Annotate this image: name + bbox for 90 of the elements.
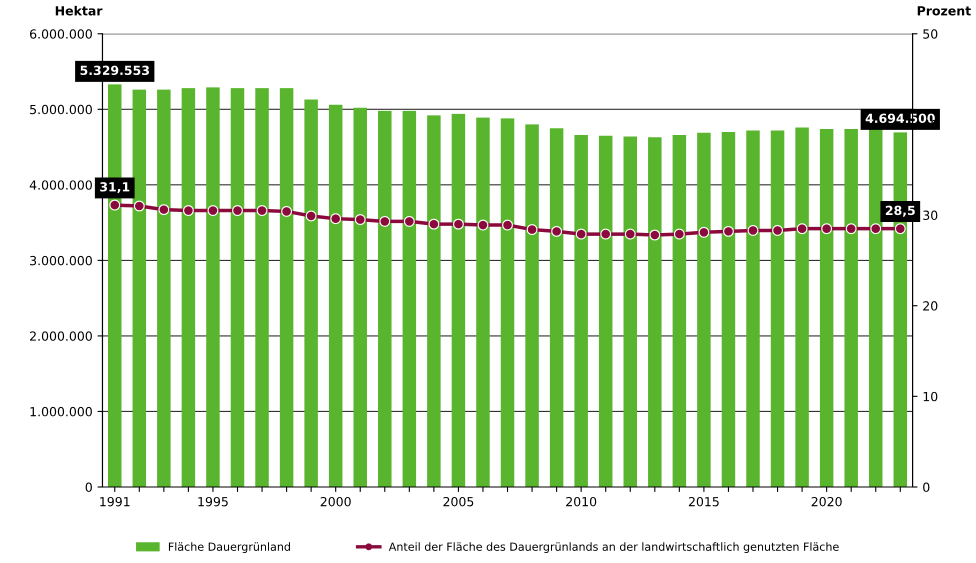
point (428, 218, 440, 230)
y2-tick-label: 50 (923, 29, 938, 39)
bar (820, 128, 834, 487)
point (870, 223, 882, 234)
bar (206, 87, 220, 487)
bar (770, 130, 784, 487)
point (208, 205, 218, 216)
data-label: 31,1 (100, 182, 130, 194)
bar (500, 118, 514, 487)
point (453, 218, 464, 230)
point (698, 226, 710, 238)
bar (795, 127, 809, 487)
point (478, 220, 488, 230)
point (256, 205, 268, 216)
bar (476, 118, 490, 487)
x-tick-label: 2020 (812, 496, 842, 506)
y2-axis-title: Prozent (918, 6, 971, 16)
bar (182, 88, 196, 487)
y2-tick-label: 0 (923, 482, 930, 492)
y2-tick-label: 20 (923, 301, 938, 311)
bar (722, 132, 736, 487)
y2-tick-label: 30 (923, 210, 938, 220)
point (182, 205, 194, 216)
point (354, 214, 366, 226)
point (796, 223, 808, 234)
x-tick-label: 2000 (320, 496, 351, 506)
y-tick-label: 5.000.000 (30, 104, 92, 114)
y-axis-title: Hektar (56, 6, 102, 16)
point (281, 206, 292, 217)
x-tick-label: 1991 (100, 496, 130, 506)
bar (574, 135, 588, 487)
point (526, 224, 538, 235)
point (748, 225, 758, 236)
point (551, 226, 562, 237)
bar (648, 137, 662, 487)
point (576, 228, 587, 240)
bar (378, 110, 392, 487)
bar (353, 108, 367, 487)
y-tick-label: 2.000.000 (30, 331, 92, 341)
point (772, 225, 783, 236)
point (134, 200, 145, 212)
x-tick-label: 2015 (688, 496, 719, 506)
point (674, 228, 685, 240)
bar (230, 88, 244, 487)
point (502, 220, 513, 230)
bar (598, 136, 612, 487)
point (624, 228, 636, 240)
bar (304, 99, 318, 487)
y-tick-label: 4.000.000 (30, 180, 92, 190)
x-tick-label: 1995 (198, 496, 228, 506)
point (404, 216, 415, 227)
point (379, 216, 390, 227)
point (649, 230, 660, 240)
bar (132, 90, 146, 487)
bar (525, 124, 539, 487)
point (723, 226, 734, 237)
bar (402, 110, 416, 487)
bar (697, 132, 711, 487)
legend-label: Fläche Dauergrünland (168, 542, 290, 553)
point (158, 204, 170, 216)
x-tick-label: 2010 (566, 496, 596, 506)
data-label: 28,5 (886, 206, 915, 217)
point (821, 223, 832, 234)
point (846, 223, 857, 234)
y-tick-label: 3.000.000 (30, 256, 92, 266)
bar (255, 88, 269, 487)
point (306, 210, 317, 222)
bar (624, 136, 638, 487)
y-tick-label: 0 (86, 482, 92, 492)
bar (427, 115, 441, 487)
data-label: 5.329.553 (80, 66, 149, 76)
x-tick-label: 2005 (443, 496, 474, 506)
point (109, 200, 120, 211)
bar (280, 88, 294, 487)
y-tick-label: 1.000.000 (30, 406, 92, 416)
point (232, 205, 243, 216)
bar (452, 114, 466, 487)
legend-label: Anteil der Fläche des Dauergrünlands an der landwirtschaftlich genutzten Fläche (388, 542, 839, 553)
bar (550, 128, 564, 487)
bar (868, 128, 882, 487)
point (894, 223, 906, 234)
point (600, 228, 612, 240)
bar (157, 90, 171, 487)
y2-tick-label: 10 (924, 392, 938, 402)
bar (844, 128, 858, 487)
point (330, 213, 342, 224)
bar (672, 135, 686, 487)
bar (328, 104, 342, 487)
y-tick-label: 6.000.000 (30, 29, 92, 39)
bar (746, 130, 760, 487)
